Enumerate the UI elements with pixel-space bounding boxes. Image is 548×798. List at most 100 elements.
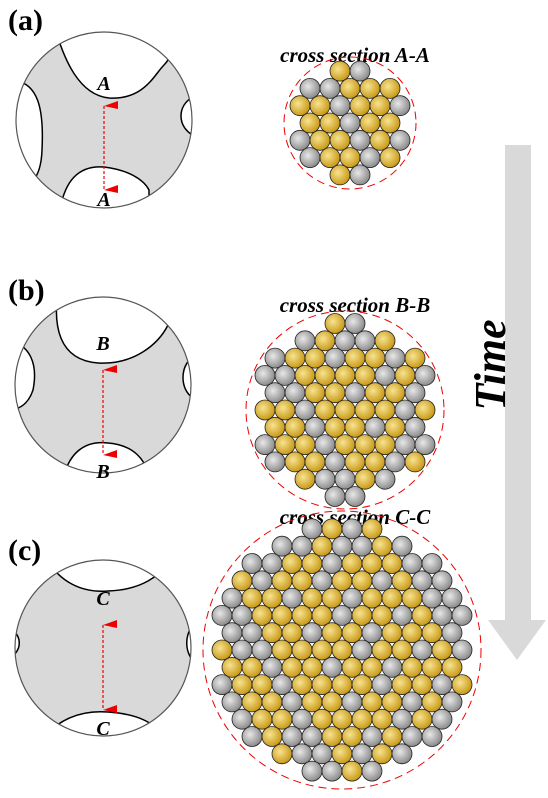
particle (272, 605, 292, 625)
particle (380, 148, 400, 168)
particle (300, 113, 320, 133)
particle (295, 435, 315, 455)
particle (345, 383, 365, 403)
marker-label: A (95, 73, 110, 95)
particle (352, 640, 372, 660)
particle (325, 314, 345, 334)
particle (312, 605, 332, 625)
particle (352, 744, 372, 764)
particle (282, 657, 302, 677)
particle (285, 417, 305, 437)
particle (312, 675, 332, 695)
particle (325, 383, 345, 403)
particle (282, 727, 302, 747)
particle (432, 605, 452, 625)
particle (362, 657, 382, 677)
particle (315, 365, 335, 385)
pore-circle: CC (8, 553, 198, 743)
particle (252, 571, 272, 591)
particle (352, 709, 372, 729)
particle (350, 96, 370, 116)
particle (325, 487, 345, 507)
particle (452, 605, 472, 625)
particle (342, 692, 362, 712)
particle (372, 571, 392, 591)
particle (242, 588, 262, 608)
particle (242, 554, 262, 574)
particle (302, 623, 322, 643)
particle (342, 519, 362, 539)
particle (412, 571, 432, 591)
particle (375, 469, 395, 489)
particle (442, 588, 462, 608)
particle (385, 348, 405, 368)
particle (342, 554, 362, 574)
particle (422, 588, 442, 608)
particle (355, 435, 375, 455)
particle (322, 554, 342, 574)
particle (452, 675, 472, 695)
particle (335, 331, 355, 351)
particle (332, 640, 352, 660)
particle (405, 383, 425, 403)
particle (262, 588, 282, 608)
particle (385, 383, 405, 403)
particle (285, 383, 305, 403)
particle (382, 692, 402, 712)
particle (365, 383, 385, 403)
particle (360, 78, 380, 98)
particle (242, 727, 262, 747)
particle (252, 675, 272, 695)
particle (415, 435, 435, 455)
particle (402, 657, 422, 677)
panel-label: (a) (8, 4, 43, 37)
particle (352, 536, 372, 556)
marker-label: C (96, 588, 110, 610)
particle (350, 130, 370, 150)
particle (402, 623, 422, 643)
panel-label: (c) (8, 534, 41, 567)
particle (382, 727, 402, 747)
arrow-label: Time (466, 319, 515, 410)
particle (362, 727, 382, 747)
particle (272, 675, 292, 695)
particle (310, 130, 330, 150)
particle (342, 657, 362, 677)
particle (292, 675, 312, 695)
particle (282, 623, 302, 643)
particle (242, 692, 262, 712)
particle (362, 623, 382, 643)
particle (345, 452, 365, 472)
particle (365, 417, 385, 437)
particle (255, 365, 275, 385)
particle (390, 130, 410, 150)
particle (402, 727, 422, 747)
particle (372, 536, 392, 556)
particle (332, 571, 352, 591)
particle (405, 348, 425, 368)
particle (382, 554, 402, 574)
particle (335, 469, 355, 489)
particle (322, 761, 342, 781)
blob (8, 440, 30, 480)
particle (315, 435, 335, 455)
particle (272, 640, 292, 660)
particle (265, 417, 285, 437)
marker-label: B (95, 333, 109, 355)
particle (370, 96, 390, 116)
particle (395, 435, 415, 455)
particle (442, 692, 462, 712)
particle (345, 417, 365, 437)
particle (385, 452, 405, 472)
particle (262, 692, 282, 712)
packing (290, 61, 410, 185)
particle (355, 365, 375, 385)
particle (362, 519, 382, 539)
particle (272, 536, 292, 556)
particle (422, 554, 442, 574)
particle (432, 675, 452, 695)
particle (272, 744, 292, 764)
particle (212, 640, 232, 660)
particle (305, 348, 325, 368)
particle (392, 675, 412, 695)
